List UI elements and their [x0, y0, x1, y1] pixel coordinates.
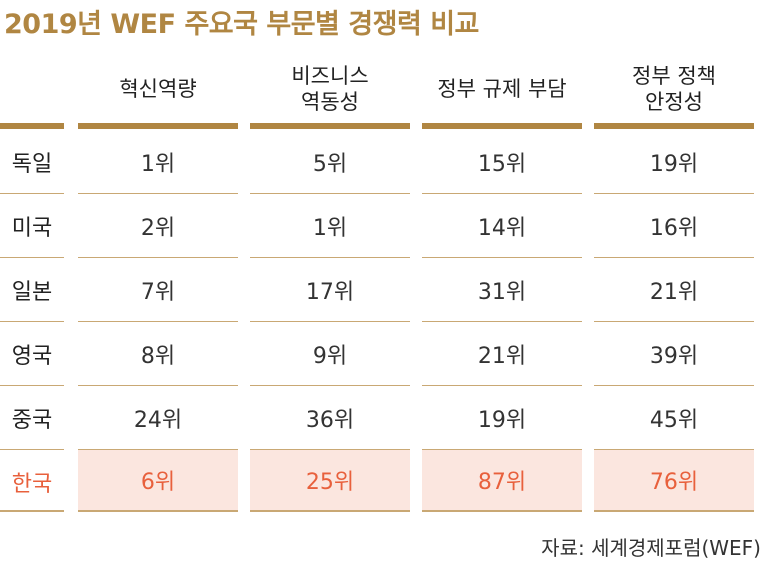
table-cell: 17위 — [250, 258, 410, 322]
column-header-bar — [250, 123, 410, 129]
table-cell: 25위 — [250, 450, 410, 512]
column-header-bar — [594, 123, 754, 129]
table-cell: 1위 — [78, 130, 238, 194]
table-cell: 24위 — [78, 386, 238, 450]
column-header-label: 정부 정책 안정성 — [632, 63, 716, 116]
table-cell: 19위 — [594, 130, 754, 194]
table-cell: 9위 — [250, 322, 410, 386]
table-cell: 16위 — [594, 194, 754, 258]
table-cell: 6위 — [78, 450, 238, 512]
table-cell: 39위 — [594, 322, 754, 386]
table-cell: 21위 — [594, 258, 754, 322]
column-header-label: 정부 규제 부담 — [437, 76, 566, 102]
table-cell: 5위 — [250, 130, 410, 194]
row-divider — [0, 510, 64, 512]
table-cell: 2위 — [78, 194, 238, 258]
column-header: 비즈니스 역동성 — [250, 50, 410, 128]
column-header-label: 비즈니스 역동성 — [291, 63, 368, 116]
label-header-bar — [0, 123, 64, 129]
table-cell: 36위 — [250, 386, 410, 450]
table-cell: 1위 — [250, 194, 410, 258]
row-label: 독일 — [0, 130, 64, 194]
column-header: 정부 정책 안정성 — [594, 50, 754, 128]
table-cell: 19위 — [422, 386, 582, 450]
source-note: 자료: 세계경제포럼(WEF) — [541, 532, 761, 561]
row-label: 일본 — [0, 258, 64, 322]
column-header: 혁신역량 — [78, 50, 238, 128]
row-label: 미국 — [0, 194, 64, 258]
column-header-bar — [78, 123, 238, 129]
table-cell: 8위 — [78, 322, 238, 386]
table-cell: 87위 — [422, 450, 582, 512]
row-label: 중국 — [0, 386, 64, 450]
table-cell: 76위 — [594, 450, 754, 512]
table-cell: 45위 — [594, 386, 754, 450]
chart-title: 2019년 WEF 주요국 부문별 경쟁력 비교 — [4, 2, 479, 41]
table-cell: 31위 — [422, 258, 582, 322]
table-cell: 7위 — [78, 258, 238, 322]
row-label: 한국 — [0, 450, 64, 514]
column-header: 정부 규제 부담 — [422, 50, 582, 128]
table-cell: 14위 — [422, 194, 582, 258]
column-header-label: 혁신역량 — [119, 76, 196, 102]
column-header-bar — [422, 123, 582, 129]
row-label: 영국 — [0, 322, 64, 386]
table-cell: 15위 — [422, 130, 582, 194]
comparison-table: 혁신역량 비즈니스 역동성 정부 규제 부담 정부 정책 안정성 독일 1위 5위 15위 19… — [0, 50, 767, 520]
table-cell: 21위 — [422, 322, 582, 386]
